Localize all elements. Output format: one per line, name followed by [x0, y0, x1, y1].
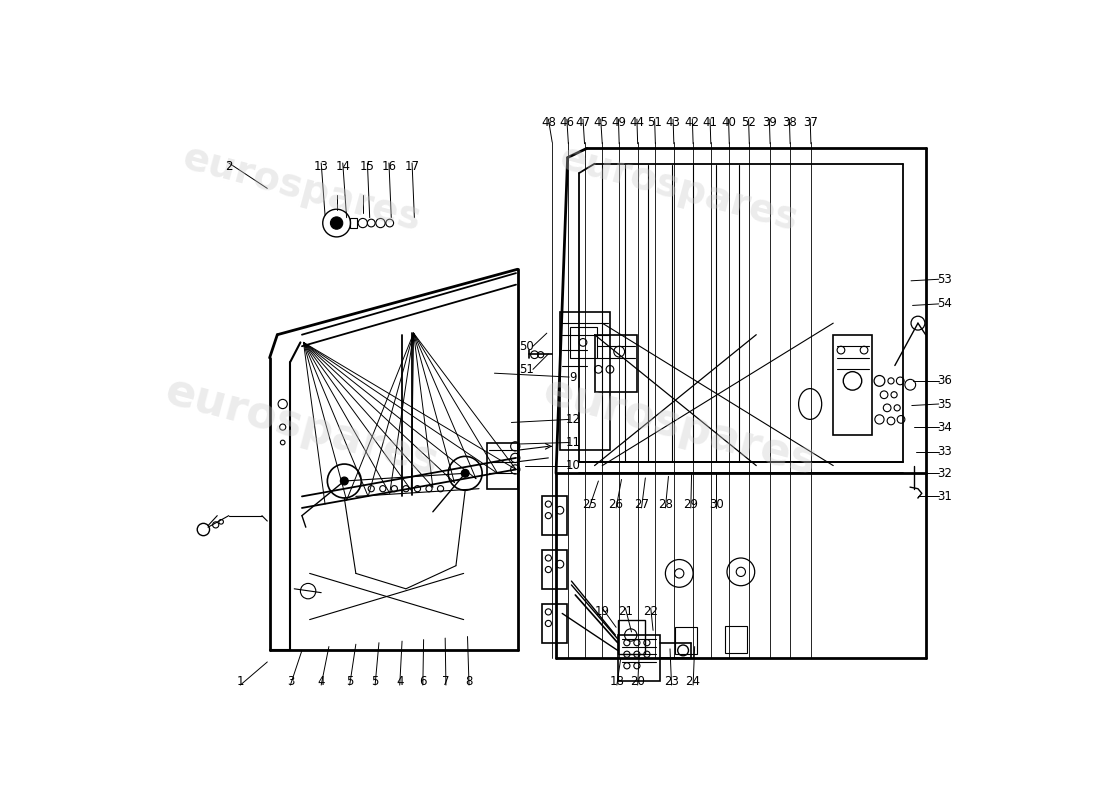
Text: 43: 43 — [666, 117, 681, 130]
Text: 3: 3 — [287, 674, 294, 688]
Bar — [542, 604, 566, 642]
Text: 47: 47 — [575, 117, 591, 130]
Text: 15: 15 — [360, 160, 375, 174]
Text: 46: 46 — [559, 117, 574, 130]
Text: 22: 22 — [644, 606, 658, 618]
Circle shape — [461, 470, 469, 477]
Bar — [542, 496, 566, 535]
Text: 18: 18 — [609, 674, 625, 688]
Text: 2: 2 — [226, 160, 232, 174]
Text: eurospares: eurospares — [161, 370, 443, 484]
Text: 28: 28 — [658, 498, 673, 510]
Bar — [542, 550, 566, 589]
Text: 10: 10 — [565, 459, 581, 472]
Text: 39: 39 — [762, 117, 777, 130]
Bar — [351, 218, 356, 229]
Bar — [570, 327, 597, 358]
Text: 21: 21 — [618, 606, 632, 618]
Text: 37: 37 — [803, 117, 817, 130]
Text: 12: 12 — [565, 413, 581, 426]
Text: 38: 38 — [782, 117, 796, 130]
Bar — [726, 626, 747, 653]
Bar — [834, 334, 871, 435]
Text: 45: 45 — [593, 117, 608, 130]
Text: 53: 53 — [937, 273, 953, 286]
Bar — [486, 442, 517, 489]
Text: 5: 5 — [372, 674, 378, 688]
Text: 16: 16 — [382, 160, 396, 174]
Text: 49: 49 — [610, 117, 626, 130]
Bar — [618, 635, 660, 682]
Text: 7: 7 — [442, 674, 450, 688]
Text: 36: 36 — [937, 374, 953, 387]
Text: 4: 4 — [318, 674, 324, 688]
Text: 6: 6 — [419, 674, 427, 688]
Text: 27: 27 — [634, 498, 649, 510]
Text: 50: 50 — [519, 340, 535, 353]
Text: 26: 26 — [608, 498, 624, 510]
Text: 20: 20 — [630, 674, 645, 688]
Text: 29: 29 — [683, 498, 698, 510]
Text: eurospares: eurospares — [556, 138, 803, 238]
Circle shape — [341, 477, 349, 485]
Circle shape — [330, 217, 343, 230]
Text: 14: 14 — [336, 160, 350, 174]
Text: 51: 51 — [647, 117, 662, 130]
Text: 9: 9 — [569, 370, 576, 383]
Bar — [594, 334, 637, 393]
Text: 17: 17 — [405, 160, 419, 174]
Bar — [675, 627, 697, 654]
Text: 5: 5 — [346, 674, 353, 688]
Text: 11: 11 — [565, 436, 581, 449]
Text: 40: 40 — [722, 117, 736, 130]
Text: 19: 19 — [595, 606, 609, 618]
Text: 30: 30 — [708, 498, 724, 510]
Text: 13: 13 — [314, 160, 329, 174]
Text: 41: 41 — [703, 117, 717, 130]
Text: 35: 35 — [937, 398, 953, 410]
Text: 25: 25 — [582, 498, 596, 510]
Text: 4: 4 — [396, 674, 404, 688]
Text: 34: 34 — [937, 421, 953, 434]
Text: eurospares: eurospares — [538, 370, 821, 484]
Text: 24: 24 — [685, 674, 701, 688]
Text: 48: 48 — [541, 117, 556, 130]
Text: 44: 44 — [629, 117, 645, 130]
Text: eurospares: eurospares — [178, 138, 426, 238]
Text: 23: 23 — [664, 674, 679, 688]
Text: 8: 8 — [465, 674, 473, 688]
Bar — [618, 619, 645, 654]
Text: 32: 32 — [937, 467, 953, 480]
Bar — [560, 312, 609, 450]
Text: 42: 42 — [685, 117, 700, 130]
Text: 54: 54 — [937, 298, 953, 310]
Text: 31: 31 — [937, 490, 953, 503]
Text: 33: 33 — [937, 446, 953, 458]
Text: 52: 52 — [741, 117, 756, 130]
Text: 51: 51 — [519, 363, 535, 376]
Text: 1: 1 — [236, 674, 244, 688]
